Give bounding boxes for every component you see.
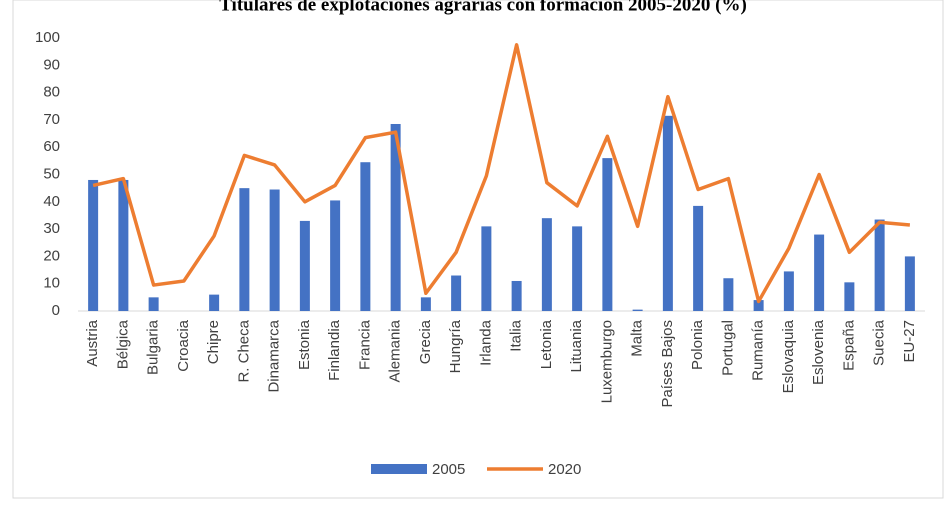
bar — [451, 275, 462, 311]
bar — [753, 300, 764, 311]
legend-label: 2020 — [548, 461, 581, 478]
bar — [420, 297, 431, 311]
bar — [511, 280, 522, 311]
bar — [390, 123, 401, 312]
x-tick-label: Países Bajos — [659, 320, 676, 408]
bar — [874, 219, 885, 311]
bar — [632, 309, 643, 311]
legend-label: 2005 — [432, 461, 465, 478]
line — [92, 43, 911, 304]
x-tick-label: España — [840, 319, 857, 371]
x-tick-label: Dinamarca — [266, 319, 283, 392]
bar — [541, 218, 552, 311]
x-tick-label: Estonia — [296, 319, 313, 370]
bar — [118, 179, 129, 311]
y-tick-label: 60 — [43, 138, 60, 155]
x-tick-label: Eslovenia — [810, 319, 827, 385]
bar — [88, 179, 99, 311]
bar — [269, 189, 280, 311]
y-tick-label: 0 — [52, 302, 60, 319]
bar — [723, 278, 734, 311]
chart-frame — [12, 0, 944, 499]
y-tick-label: 90 — [43, 56, 60, 73]
bar — [330, 200, 341, 311]
legend-swatch — [371, 464, 427, 474]
x-tick-label: Luxemburgo — [598, 320, 615, 403]
x-tick-label: Malta — [629, 319, 646, 356]
y-tick-label: 80 — [43, 84, 60, 101]
x-tick-label: Bulgaria — [145, 319, 162, 375]
y-tick-label: 10 — [43, 275, 60, 292]
x-tick-label: Portugal — [719, 320, 736, 376]
bar — [814, 234, 825, 311]
y-tick-label: 20 — [43, 247, 60, 264]
y-tick-label: 50 — [43, 165, 60, 182]
y-tick-label: 100 — [35, 29, 60, 46]
bar — [693, 205, 704, 311]
bar — [239, 188, 250, 311]
bar — [209, 294, 220, 311]
x-tick-label: Suecia — [871, 319, 888, 366]
x-tick-label: Finlandia — [326, 319, 343, 381]
bar — [148, 297, 159, 311]
x-tick-label: Lituania — [568, 319, 585, 372]
x-tick-label: Bélgica — [114, 319, 131, 369]
x-tick-label: Croacia — [175, 319, 192, 371]
x-tick-label: Grecia — [417, 319, 434, 364]
x-tick-label: EU-27 — [901, 320, 918, 363]
x-tick-label: Austria — [84, 319, 101, 366]
x-tick-label: Irlanda — [477, 319, 494, 366]
bar — [299, 220, 310, 311]
bar — [662, 115, 673, 312]
x-tick-label: Eslovaquia — [780, 319, 797, 393]
x-tick-label: R. Checa — [235, 319, 252, 382]
chart-title: Titulares de explotaciones agrarias con … — [219, 0, 747, 15]
x-tick-label: Rumanía — [750, 319, 767, 381]
bar — [572, 226, 583, 311]
x-tick-label: Letonia — [538, 319, 555, 369]
bar — [904, 256, 915, 311]
x-tick-label: Francia — [356, 319, 373, 370]
bar — [360, 162, 371, 311]
y-tick-label: 70 — [43, 111, 60, 128]
x-tick-label: Chipre — [205, 320, 222, 364]
x-tick-label: Hungría — [447, 319, 464, 373]
y-tick-label: 40 — [43, 193, 60, 210]
y-tick-label: 30 — [43, 220, 60, 237]
x-tick-label: Alemania — [387, 319, 404, 382]
bar — [602, 158, 613, 311]
bar — [783, 271, 794, 311]
x-tick-label: Italia — [508, 319, 525, 351]
bar — [481, 226, 492, 311]
bar — [844, 282, 855, 311]
x-tick-label: Polonia — [689, 319, 706, 370]
